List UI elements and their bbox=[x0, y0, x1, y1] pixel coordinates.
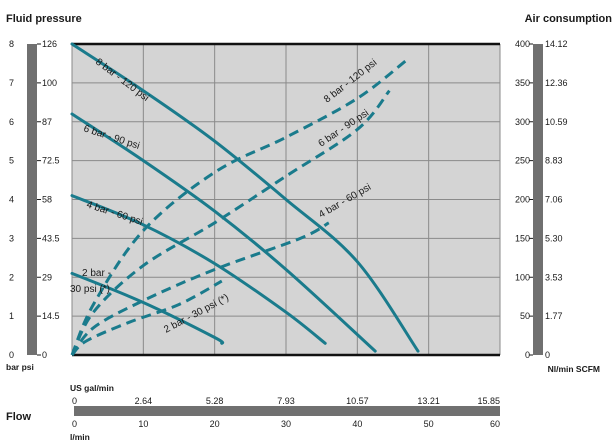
left-psi-tick-label: 72.5 bbox=[42, 156, 60, 166]
left-bar-tick-label: 6 bbox=[9, 117, 14, 127]
left-bar-tick-label: 0 bbox=[9, 350, 14, 360]
right-nl-tick-label: 100 bbox=[515, 272, 530, 282]
performance-curves bbox=[70, 42, 420, 357]
right-scfm-tick-label: 12.36 bbox=[545, 78, 568, 88]
right-nl-tick-label: 250 bbox=[515, 156, 530, 166]
curve-label: 30 psi (*) bbox=[70, 284, 110, 295]
flow-lmin-tick-label: 40 bbox=[352, 419, 362, 429]
left-psi-tick-label: 14.5 bbox=[42, 311, 60, 321]
flow-lmin-tick-label: 10 bbox=[138, 419, 148, 429]
left-axis-title: Fluid pressure bbox=[6, 13, 82, 25]
flow-gal-tick-label: 13.21 bbox=[417, 396, 440, 406]
right-nl-tick-label: 400 bbox=[515, 39, 530, 49]
left-psi-tick-label: 29 bbox=[42, 272, 52, 282]
right-scfm-tick-label: 10.59 bbox=[545, 117, 568, 127]
flow-lmin-tick-label: 20 bbox=[210, 419, 220, 429]
left-psi-tick-label: 87 bbox=[42, 117, 52, 127]
left-psi-tick-label: 58 bbox=[42, 195, 52, 205]
left-bar-tick-label: 4 bbox=[9, 195, 14, 205]
right-scfm-tick-label: 14.12 bbox=[545, 39, 568, 49]
flow-axis-bar bbox=[74, 406, 500, 416]
left-psi-tick-label: 100 bbox=[42, 78, 57, 88]
flow-lmin-tick-label: 60 bbox=[490, 419, 500, 429]
fluid-pressure-curve bbox=[70, 42, 420, 353]
left-psi-tick-label: 126 bbox=[42, 39, 57, 49]
right-axis-bar bbox=[533, 44, 543, 355]
left-bar-tick-label: 1 bbox=[9, 311, 14, 321]
left-psi-tick-label: 0 bbox=[42, 350, 47, 360]
flow-gal-tick-label: 2.64 bbox=[135, 396, 153, 406]
air-consumption-curve bbox=[70, 221, 330, 356]
flow-gal-tick-label: 0 bbox=[72, 396, 77, 406]
right-scfm-tick-label: 5.30 bbox=[545, 233, 563, 243]
fluid-pressure-curve bbox=[70, 271, 225, 345]
right-scfm-tick-label: 8.83 bbox=[545, 156, 563, 166]
left-axis-bar bbox=[27, 44, 37, 355]
right-nl-tick-label: 150 bbox=[515, 233, 530, 243]
right-scfm-tick-label: 0 bbox=[545, 350, 550, 360]
flow-gal-tick-label: 5.28 bbox=[206, 396, 224, 406]
left-axis-unit: bar psi bbox=[6, 362, 34, 372]
right-nl-tick-label: 50 bbox=[520, 311, 530, 321]
left-bar-tick-label: 2 bbox=[9, 272, 14, 282]
air-consumption-curve bbox=[70, 58, 409, 356]
flow-lmin-tick-label: 30 bbox=[281, 419, 291, 429]
right-scfm-tick-label: 3.53 bbox=[545, 272, 563, 282]
flow-gal-tick-label: 7.93 bbox=[277, 396, 295, 406]
right-scfm-tick-label: 7.06 bbox=[545, 195, 563, 205]
fluid-pressure-curve bbox=[70, 194, 327, 345]
air-consumption-curve bbox=[70, 279, 223, 357]
flow-gal-tick-label: 10.57 bbox=[346, 396, 369, 406]
right-scfm-tick-label: 1.77 bbox=[545, 311, 563, 321]
left-psi-tick-label: 43.5 bbox=[42, 233, 60, 243]
left-bar-tick-label: 8 bbox=[9, 39, 14, 49]
right-nl-tick-label: 350 bbox=[515, 78, 530, 88]
air-consumption-curve bbox=[70, 89, 391, 356]
flow-lmin-tick-label: 0 bbox=[72, 419, 77, 429]
right-nl-tick-label: 200 bbox=[515, 195, 530, 205]
right-nl-tick-label: 0 bbox=[525, 350, 530, 360]
flow-gal-tick-label: 15.85 bbox=[477, 396, 500, 406]
left-bar-tick-label: 3 bbox=[9, 233, 14, 243]
fluid-pressure-curve bbox=[70, 112, 377, 353]
left-bar-tick-label: 5 bbox=[9, 156, 14, 166]
right-axis-title: Air consumption bbox=[525, 13, 613, 25]
bottom-flow-unit: l/min bbox=[70, 432, 90, 442]
left-bar-tick-label: 7 bbox=[9, 78, 14, 88]
top-flow-unit: US gal/min bbox=[70, 383, 114, 393]
right-nl-tick-label: 300 bbox=[515, 117, 530, 127]
right-axis-unit: Nl/min SCFM bbox=[548, 364, 600, 374]
flow-title: Flow bbox=[6, 411, 31, 423]
curve-label: 2 bar - bbox=[82, 268, 111, 279]
flow-lmin-tick-label: 50 bbox=[424, 419, 434, 429]
